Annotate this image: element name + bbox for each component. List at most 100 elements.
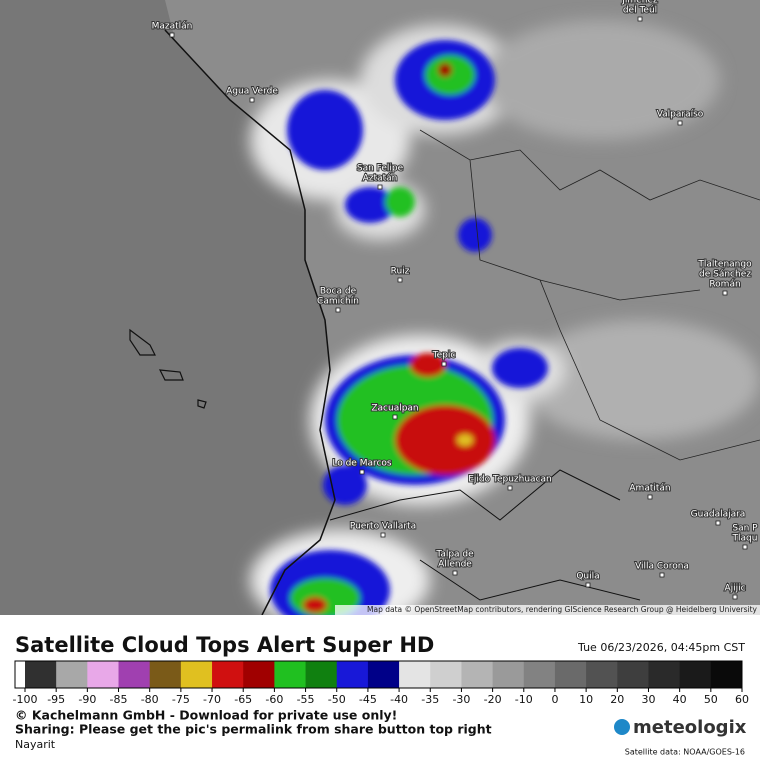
place-label: Allende [438,560,472,570]
place-label: Ajijic [724,584,745,594]
colorbar-segment [461,661,494,688]
place-label: Talpa de [435,550,474,560]
place-marker [249,97,255,103]
colorbar-tick-label: -85 [110,693,128,706]
sharing: Sharing: Please get the pic's permalink … [15,722,492,737]
colorbar-segment [679,661,712,688]
place-label: Lo de Marcos [332,459,392,469]
place-label: San Felipe [357,164,404,174]
place-label: Aztatán [363,174,398,184]
colorbar-tick-label: 40 [673,693,687,706]
colorbar-tick-label: -45 [359,693,377,706]
place-marker [452,570,458,576]
colorbar-tick-label: -60 [265,693,283,706]
place-label: Guadalajara [691,510,746,520]
place-label: Agua Verde [226,87,278,97]
place-marker [507,485,513,491]
colorbar-segment [305,661,338,688]
colorbar-segment [243,661,275,688]
colorbar-segment [367,661,400,688]
colorbar: -100 -95 -90 -85 -80 -75 -70 -65 -60 -55 -50 -45 -40… [13,660,749,706]
colorbar-tick-label: -20 [484,693,502,706]
map: Map data © OpenStreetMap contributors, r… [0,0,760,630]
brand-logo [614,719,630,735]
colorbar-frame [14,660,743,689]
place-label: del Teúl [623,6,657,16]
colorbar-tick-label: -10 [515,693,533,706]
place-marker [722,290,728,296]
attribution: Map data © OpenStreetMap contributors, r… [367,605,758,614]
colorbar-tick-label: 20 [610,693,624,706]
place-label: Román [709,280,740,290]
colorbar-segment [554,661,587,688]
place-label: Tlaqu [732,534,758,544]
place-marker [732,594,738,600]
place-label: Valparaíso [657,110,704,120]
brand: meteologix [633,717,747,738]
colorbar-tick-label: -55 [297,693,315,706]
colorbar-segment [87,661,120,688]
colorbar-tick-label: -75 [172,693,190,706]
place-marker [677,120,683,126]
place-label: Tlaltenango [697,260,752,270]
place-marker [335,307,341,313]
colorbar-tick-label: 60 [735,693,749,706]
colorbar-tick-label: -95 [47,693,65,706]
place-label: San P [732,524,758,534]
colorbar-tick-label: 30 [641,693,655,706]
place-label: Amatitán [629,484,670,494]
place-marker [659,572,665,578]
place-label: Jiménez [621,0,658,6]
colorbar-segment [118,661,151,688]
colorbar-segment [617,661,649,688]
colorbar-tick-label: -65 [234,693,252,706]
place-marker [377,184,383,190]
place-label: Quila [576,572,599,582]
colorbar-segment [523,661,556,688]
place-marker [441,361,447,367]
place-marker [397,277,403,283]
title: Satellite Cloud Tops Alert Super HD [15,633,434,657]
source: Satellite data: NOAA/GOES-16 [625,748,745,757]
place-marker [169,32,175,38]
colorbar-segment [180,661,213,688]
place-label: Zacualpan [371,404,418,414]
place-label: Villa Corona [635,562,689,572]
place-label: Camichín [317,297,359,307]
colorbar-segment [399,661,431,688]
place-marker [715,520,721,526]
colorbar-segment [492,661,525,688]
place-marker [380,532,386,538]
place-label: Boca de [320,287,357,297]
place-marker [637,16,643,22]
colorbar-segment [648,661,681,688]
place-marker [647,494,653,500]
colorbar-tick-label: -80 [141,693,159,706]
colorbar-tick-label: 50 [704,693,718,706]
colorbar-segment [586,661,618,688]
place-label: Puerto Vallarta [350,522,416,532]
colorbar-tick-label: -50 [328,693,346,706]
colorbar-tick-label: 0 [551,693,558,706]
place-marker [585,582,591,588]
place-marker [742,544,748,550]
colorbar-tick-label: -70 [203,693,221,706]
colorbar-segment [430,661,462,688]
place-label: Ejido Tepuzhuacan [468,475,552,485]
place-label: de Sánchez [699,270,751,280]
colorbar-tick-label: -30 [452,693,470,706]
place-label: Mazatlán [152,22,193,32]
place-label: Tepic [432,351,456,361]
colorbar-tick-label: -100 [13,693,38,706]
colorbar-tick-label: -35 [421,693,439,706]
place-marker [359,469,365,475]
colorbar-tick-label: -40 [390,693,408,706]
colorbar-segment [212,661,244,688]
datetime: Tue 06/23/2026, 04:45pm CST [577,641,745,654]
colorbar-segment [336,661,369,688]
place-label: Ruiz [391,267,410,277]
copyright: © Kachelmann GmbH - Download for private… [15,708,397,723]
colorbar-tick-label: -90 [78,693,96,706]
colorbar-segment [56,661,88,688]
